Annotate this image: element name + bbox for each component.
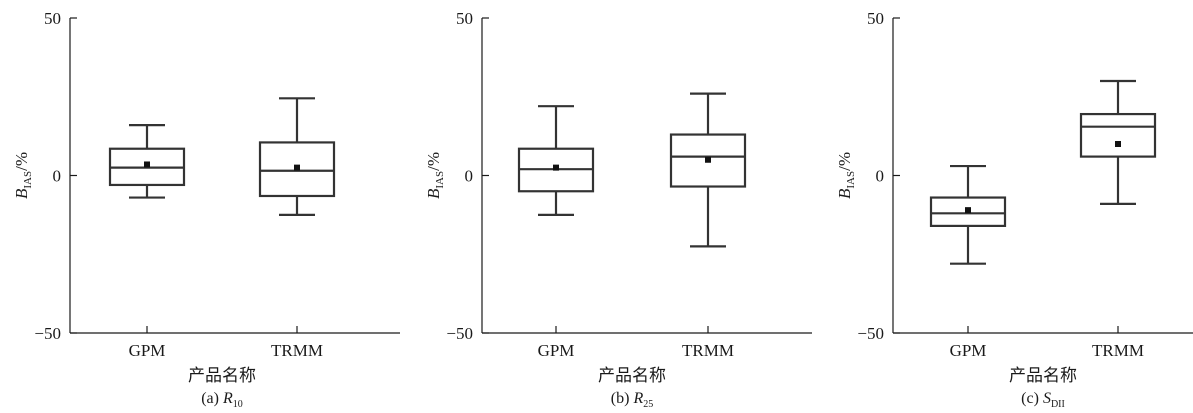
iqr-box bbox=[669, 133, 747, 188]
iqr-box bbox=[1079, 112, 1157, 158]
x-tick-label: TRMM bbox=[682, 341, 734, 360]
y-tick-label: −50 bbox=[34, 324, 61, 343]
mean-marker bbox=[705, 156, 711, 163]
y-tick-label: 0 bbox=[465, 167, 474, 186]
panel-b: −50 0 50 BIAS/% GPM TRMM 产品名称 (b) R25 bbox=[424, 9, 812, 410]
x-tick-label: GPM bbox=[538, 341, 575, 360]
x-tick-label: GPM bbox=[129, 341, 166, 360]
y-tick-label: 50 bbox=[456, 9, 473, 28]
box-gpm bbox=[929, 164, 1007, 265]
y-tick-label: 0 bbox=[53, 167, 62, 186]
box-trmm bbox=[258, 97, 336, 216]
box-plot-panels: −50 0 50 BIAS/% GPM TRMM 产品名称 (a) R10 −50 0 50 BIAS… bbox=[12, 9, 1193, 410]
mean-marker bbox=[1115, 141, 1121, 147]
y-tick-label: 50 bbox=[44, 9, 61, 28]
panel-c: −50 0 50 BIAS/% GPM TRMM 产品名称 (c) SDII bbox=[835, 9, 1193, 410]
y-axis-label: BIAS/% bbox=[835, 152, 857, 199]
mean-marker bbox=[965, 207, 971, 214]
x-tick-label: TRMM bbox=[271, 341, 323, 360]
y-axis-label: BIAS/% bbox=[12, 152, 34, 199]
box-gpm bbox=[517, 105, 595, 216]
mean-marker bbox=[553, 164, 559, 171]
x-axis-label: 产品名称 bbox=[188, 366, 256, 385]
x-axis-label: 产品名称 bbox=[598, 366, 666, 385]
y-axis-label: BIAS/% bbox=[424, 152, 446, 199]
iqr-box bbox=[258, 141, 336, 198]
box-trmm bbox=[1079, 79, 1157, 205]
y-tick-label: 0 bbox=[876, 167, 885, 186]
mean-marker bbox=[294, 164, 300, 171]
y-tick-label: 50 bbox=[867, 9, 884, 28]
box-gpm bbox=[108, 123, 186, 199]
panel-caption: (b) R25 bbox=[611, 390, 653, 410]
x-tick-label: TRMM bbox=[1092, 341, 1144, 360]
box-trmm bbox=[669, 92, 747, 248]
y-tick-label: −50 bbox=[857, 324, 884, 343]
y-tick-label: −50 bbox=[446, 324, 473, 343]
panel-caption: (a) R10 bbox=[201, 390, 243, 410]
panel-caption: (c) SDII bbox=[1021, 390, 1065, 410]
mean-marker bbox=[144, 161, 150, 168]
iqr-box bbox=[929, 196, 1007, 228]
x-axis-label: 产品名称 bbox=[1009, 366, 1077, 385]
x-tick-label: GPM bbox=[950, 341, 987, 360]
panel-a: −50 0 50 BIAS/% GPM TRMM 产品名称 (a) R10 bbox=[12, 9, 400, 410]
